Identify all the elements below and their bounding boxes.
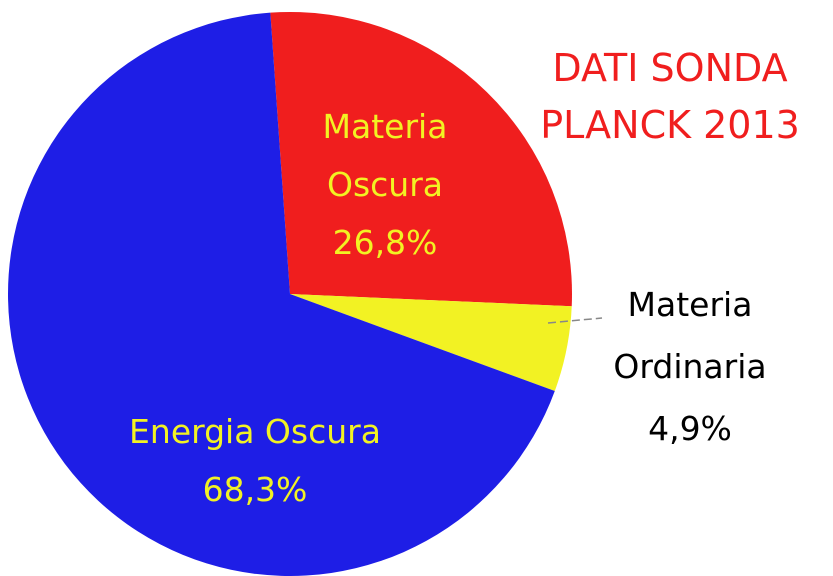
- slice-label: Materia Oscura 26,8%: [300, 98, 470, 272]
- pie-slice: [290, 294, 572, 392]
- value-label: 26,8%: [332, 223, 438, 262]
- slice-label: Materia Ordinaria 4,9%: [590, 274, 790, 460]
- category-label: Materia Ordinaria: [613, 285, 767, 386]
- value-label: 68,3%: [202, 470, 308, 509]
- pie-slice: [270, 12, 573, 307]
- leader-line: [547, 317, 603, 324]
- pie-slice: [7, 12, 555, 576]
- category-label: Energia Oscura: [129, 412, 381, 451]
- chart-title: DATI SONDA PLANCK 2013: [540, 46, 800, 147]
- value-label: 4,9%: [648, 409, 732, 448]
- slice-label: Energia Oscura 68,3%: [85, 403, 425, 519]
- category-label: Materia Oscura: [322, 107, 448, 204]
